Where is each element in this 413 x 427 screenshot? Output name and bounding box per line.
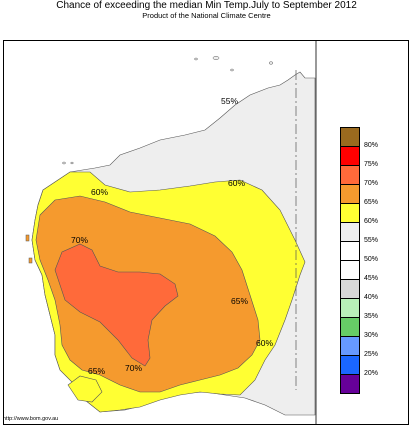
legend-label: 55% <box>364 237 379 244</box>
legend-swatch <box>340 146 360 165</box>
island-north-2 <box>194 57 198 61</box>
legend-bottom-edge <box>340 393 360 394</box>
legend-label: 40% <box>364 294 379 301</box>
zone-70pct <box>54 243 179 367</box>
island-west-1 <box>62 161 66 165</box>
island-north-1 <box>212 56 220 60</box>
probability-legend: 80% 75% 70% 65% 60% 55% 50% 45% 40% 35% 30% 25% 20% <box>340 127 402 397</box>
legend-swatch <box>340 317 360 336</box>
legend-label: 60% <box>364 218 379 225</box>
legend-swatch <box>340 165 360 184</box>
legend-label: 50% <box>364 256 379 263</box>
legend-label: 25% <box>364 351 379 358</box>
island-coast <box>28 257 33 264</box>
legend-swatch <box>340 374 360 393</box>
contour-label-70-south: 70% <box>125 363 142 373</box>
source-url: http://www.bom.gov.au <box>3 416 59 422</box>
contour-label-70-north: 70% <box>71 235 88 245</box>
contour-label-60-east: 60% <box>228 178 245 188</box>
island-north-4 <box>230 68 234 72</box>
legend-swatch <box>340 279 360 298</box>
contour-label-60-west: 60% <box>91 187 108 197</box>
island-west-2 <box>70 161 74 165</box>
legend-label: 30% <box>364 332 379 339</box>
island-north-3 <box>268 61 274 65</box>
legend-swatch <box>340 260 360 279</box>
legend-label: 45% <box>364 275 379 282</box>
legend-swatch <box>340 298 360 317</box>
contour-label-55: 55% <box>221 96 238 106</box>
legend-swatch <box>340 184 360 203</box>
contour-label-65-east: 65% <box>231 296 248 306</box>
island-shark-bay <box>25 234 30 242</box>
legend-swatch <box>340 355 360 374</box>
zone-60pct-southwest <box>67 375 103 403</box>
legend-label: 75% <box>364 161 379 168</box>
legend-label: 35% <box>364 313 379 320</box>
map-title: Chance of exceeding the median Min Temp.… <box>56 0 357 11</box>
legend-swatch <box>340 203 360 222</box>
legend-swatch <box>340 222 360 241</box>
legend-swatch <box>340 241 360 260</box>
legend-label: 65% <box>364 199 379 206</box>
map-subtitle: Product of the National Climate Centre <box>142 11 271 20</box>
legend-swatch <box>340 127 360 146</box>
legend-label: 80% <box>364 142 379 149</box>
legend-label: 70% <box>364 180 379 187</box>
legend-label: 20% <box>364 370 379 377</box>
legend-swatch <box>340 336 360 355</box>
contour-label-65-south: 65% <box>88 366 105 376</box>
contour-label-60-south: 60% <box>256 338 273 348</box>
